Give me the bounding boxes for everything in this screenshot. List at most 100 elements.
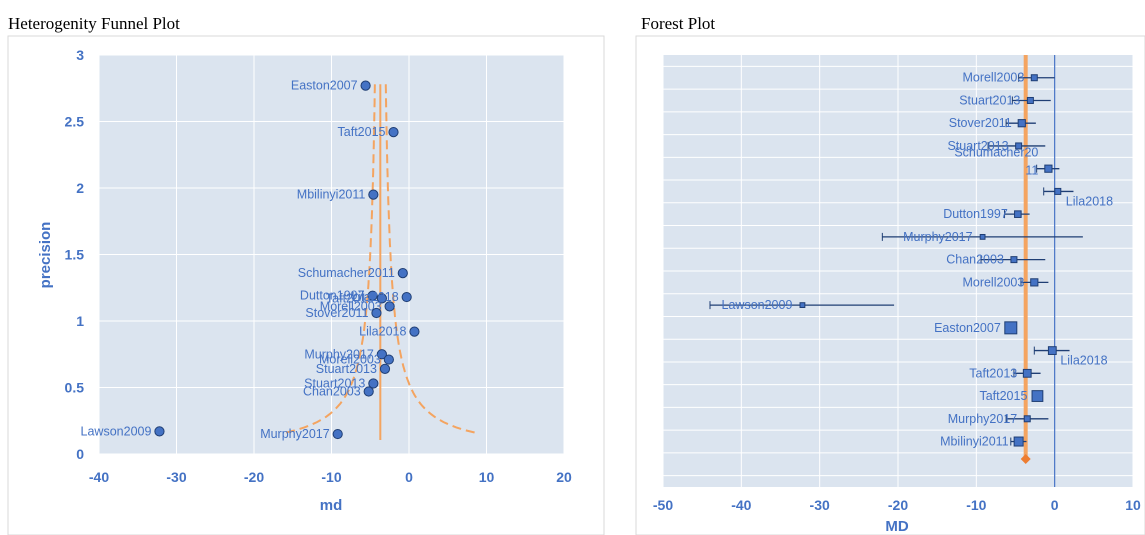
funnel-point-label: Murphy2017 — [260, 427, 330, 441]
funnel-point — [401, 291, 412, 303]
funnel-x-tick-label: -10 — [321, 469, 341, 485]
funnel-point-label: Lawson2009 — [81, 424, 152, 438]
funnel-point — [371, 307, 382, 319]
funnel-x-tick-label: 20 — [556, 469, 572, 485]
funnel-point — [368, 378, 379, 389]
forest-study-label: Morell2003 — [962, 275, 1024, 289]
forest-study-label-line: Murphy2017 — [903, 230, 973, 244]
funnel-y-tick-label: 2 — [76, 180, 84, 196]
forest-study-label-line: Lila2018 — [1060, 354, 1107, 368]
funnel-y-axis-label: precision — [37, 222, 54, 289]
forest-study-label-line: Stuart2013 — [959, 93, 1020, 107]
funnel-point — [367, 290, 378, 301]
forest-study-label: Stover2011 — [949, 116, 1012, 130]
forest-study-label: Stuart2013 — [947, 139, 1008, 153]
forest-study-marker — [1022, 368, 1032, 378]
forest-study-label-line: Lawson2009 — [722, 298, 793, 312]
funnel-point-label: Chan2003 — [303, 384, 361, 398]
funnel-point-label: Lila2018 — [351, 290, 398, 304]
funnel-point-label: Lila2018 — [359, 325, 406, 339]
forest-study-marker — [1013, 436, 1024, 447]
funnel-point — [379, 363, 391, 374]
forest-study-marker — [1030, 278, 1039, 287]
funnel-point-label: Dutton1997 — [300, 289, 365, 303]
forest-study-marker — [1026, 96, 1034, 104]
forest-tick-labels: -50 -40 -30 -20 -10 0 10 — [653, 497, 1141, 513]
funnel-tick-labels: -40 -30 -20 -10 0 10 20 0 0.5 1 1.5 2 2.5 3 — [65, 47, 572, 485]
forest-chart-frame — [635, 35, 1145, 535]
funnel-point — [397, 268, 408, 279]
funnel-y-tick-label: 2.5 — [65, 114, 85, 130]
funnel-y-tick-label: 0.5 — [65, 380, 85, 396]
funnel-y-tick-label: 1 — [76, 313, 84, 329]
forest-study-label-line: Lila2018 — [1066, 194, 1113, 208]
funnel-y-tick-label: 1.5 — [65, 247, 85, 263]
funnel-point — [332, 428, 343, 440]
forest-study-marker — [1015, 142, 1023, 150]
forest-study-marker — [979, 233, 986, 240]
forest-study-label: Chan2003 — [946, 253, 1004, 267]
forest-x-tick-label: -50 — [653, 497, 673, 513]
funnel-grid — [98, 54, 565, 455]
forest-grid — [662, 55, 1134, 487]
forest-study-label: Lawson2009 — [722, 298, 793, 312]
forest-study-label-line: Mbilinyi2011 — [940, 435, 1009, 449]
forest-study-label-line: Taft2015 — [979, 389, 1027, 403]
forest-study-marker — [1014, 210, 1022, 218]
forest-x-axis-label: MD — [885, 518, 908, 535]
funnel-point — [409, 326, 420, 337]
funnel-confidence-curve — [285, 84, 476, 434]
forest-x-tick-label: -10 — [966, 497, 986, 513]
funnel-point-label: Taft2015 — [338, 125, 386, 139]
forest-study-label: Mbilinyi2011 — [940, 435, 1009, 449]
funnel-point-label: Morell2003 — [319, 353, 381, 367]
funnel-point — [376, 349, 387, 360]
funnel-y-tick-label: 0 — [76, 446, 84, 462]
forest-pooled-diamond — [1020, 454, 1031, 464]
forest-study-label-line: Stover2011 — [949, 116, 1012, 130]
forest-x-tick-label: 10 — [1125, 497, 1141, 513]
forest-study-marker — [1031, 390, 1044, 402]
funnel-points: Easton2007 Taft2015 Mbilinyi2011 Schumacher… — [81, 79, 420, 441]
forest-study-label-line: Chan2003 — [946, 253, 1004, 267]
funnel-upper-ci-curve — [384, 84, 476, 434]
forest-study-label: Murphy2017 — [903, 230, 973, 244]
funnel-plot-title: Heterogenity Funnel Plot — [8, 14, 180, 33]
forest-study-label: Schumacher20 11 — [954, 146, 1038, 178]
funnel-point-label: Murphy2017 — [304, 347, 374, 361]
funnel-chart-frame — [7, 35, 605, 535]
forest-study-marker — [799, 302, 806, 309]
forest-study-marker — [1004, 321, 1018, 335]
forest-study-label-line: Taft2013 — [969, 366, 1017, 380]
funnel-point — [363, 386, 374, 397]
forest-study-marker — [1054, 187, 1062, 195]
forest-x-tick-label: 0 — [1051, 497, 1059, 513]
funnel-point — [388, 127, 399, 138]
funnel-point — [368, 189, 379, 200]
forest-study-label: Stuart2013 — [959, 93, 1020, 107]
forest-study-label: Easton2007 — [934, 321, 1001, 335]
forest-study-label-line: Morell2003 — [962, 275, 1024, 289]
forest-study-label: Taft2015 — [979, 389, 1027, 403]
funnel-x-tick-label: -40 — [89, 469, 109, 485]
forest-study-label-line: Murphy2017 — [948, 412, 1018, 426]
funnel-x-tick-label: -30 — [166, 469, 186, 485]
forest-study-marker — [1023, 415, 1031, 423]
forest-study-marker — [1047, 346, 1057, 355]
forest-study-label: Morell2003 — [962, 71, 1024, 85]
forest-study-label-line: Dutton1997 — [943, 207, 1008, 221]
funnel-point-label: Stover2011 — [305, 306, 368, 320]
funnel-x-tick-label: 0 — [405, 469, 413, 485]
funnel-point-label: Mbilinyi2011 — [297, 188, 366, 202]
funnel-point-label: Stuart2013 — [316, 362, 377, 376]
funnel-point-label: Easton2007 — [291, 79, 358, 93]
forest-x-tick-label: -40 — [731, 497, 751, 513]
forest-study-label-line: Easton2007 — [934, 321, 1001, 335]
forest-x-tick-label: -30 — [810, 497, 830, 513]
forest-study-marker — [1030, 74, 1038, 82]
funnel-y-tick-label: 3 — [76, 47, 84, 63]
forest-study-rows: Morell2003 Stuart2013 Stover2011 Stuart2013… — [709, 71, 1113, 449]
forest-study-marker — [1017, 119, 1026, 128]
forest-plot-title: Forest Plot — [641, 14, 716, 33]
forest-study-label: Taft2013 — [969, 366, 1017, 380]
